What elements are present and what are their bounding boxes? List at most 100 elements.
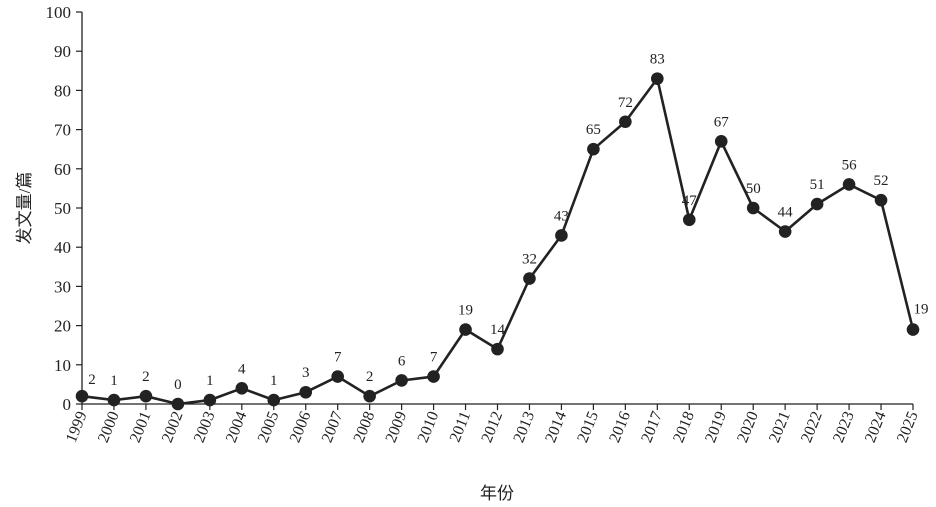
x-tick-label: 2002 (159, 409, 187, 445)
data-point (235, 382, 249, 395)
x-tick-label: 2011 (447, 409, 475, 444)
data-point (299, 385, 313, 399)
x-tick-label: 2023 (830, 409, 858, 445)
data-point (810, 197, 824, 211)
data-label: 65 (586, 122, 601, 138)
data-label: 7 (430, 350, 438, 366)
data-label: 67 (714, 114, 730, 130)
data-label: 6 (398, 353, 406, 369)
data-point (778, 225, 792, 238)
data-label: 2 (88, 372, 96, 388)
data-point (75, 389, 89, 403)
data-point (874, 193, 888, 207)
data-point (746, 201, 760, 215)
x-tick-label: 2020 (734, 409, 762, 445)
data-label: 44 (778, 205, 794, 221)
data-label: 3 (302, 365, 310, 381)
x-tick-label: 2000 (95, 409, 123, 445)
x-tick-label: 2024 (862, 409, 890, 445)
x-tick-label: 2013 (510, 409, 538, 445)
x-tick-label: 2015 (574, 409, 602, 445)
x-axis-title: 年份 (480, 484, 514, 503)
data-label: 0 (174, 377, 182, 393)
data-point (651, 72, 664, 85)
data-point (523, 272, 536, 285)
data-point (587, 142, 600, 156)
x-tick-label: 2007 (319, 409, 347, 445)
data-point (203, 393, 217, 407)
data-label: 7 (334, 350, 342, 366)
data-point (459, 323, 472, 336)
y-tick-label: 20 (54, 317, 71, 336)
data-point (107, 393, 121, 407)
data-label: 72 (618, 95, 633, 111)
x-tick-label: 2022 (798, 409, 826, 445)
data-label: 2 (366, 369, 374, 385)
x-tick-label: 2014 (542, 409, 570, 445)
data-point (555, 229, 568, 242)
data-label: 19 (458, 303, 473, 319)
y-tick-label: 30 (54, 277, 71, 296)
y-tick-label: 100 (46, 3, 72, 22)
data-point (427, 370, 440, 383)
x-tick-label: 2016 (606, 409, 634, 445)
data-label: 2 (142, 369, 150, 385)
data-label: 19 (914, 302, 929, 318)
x-tick-label: 2008 (351, 409, 379, 445)
data-point (619, 115, 632, 129)
data-label: 1 (110, 373, 118, 389)
data-label: 43 (554, 208, 569, 224)
data-point (331, 370, 344, 383)
x-tick-label: 2003 (191, 409, 219, 445)
data-label: 47 (682, 193, 698, 209)
y-tick-label: 0 (63, 395, 72, 414)
data-point (842, 178, 856, 191)
data-points (75, 72, 920, 411)
x-tick-label: 2010 (415, 409, 443, 445)
data-label: 52 (874, 173, 889, 189)
data-point (906, 323, 920, 336)
data-label: 56 (842, 157, 858, 173)
x-tick-label: 2012 (478, 409, 506, 445)
y-axis-title: 发文量/篇 (15, 172, 34, 245)
y-tick-label: 10 (54, 356, 71, 375)
data-point (363, 389, 376, 403)
data-label: 14 (490, 322, 506, 338)
x-axis: 1999 2000 2001 2002 2003 2004 2005 2006 2007 2008… (63, 403, 922, 445)
x-tick-label: 2018 (670, 409, 698, 445)
y-tick-label: 80 (54, 81, 71, 100)
data-label: 4 (238, 361, 246, 377)
x-tick-label: 2001 (127, 409, 155, 445)
x-tick-label: 2025 (894, 409, 922, 445)
x-tick-label: 2004 (223, 409, 251, 445)
data-label: 1 (270, 373, 278, 389)
data-point (682, 213, 696, 227)
x-tick-label: 2021 (766, 409, 794, 445)
data-label: 50 (746, 181, 761, 197)
data-label: 32 (522, 252, 537, 268)
data-label: 1 (206, 373, 214, 389)
y-tick-label: 60 (54, 160, 71, 179)
data-point (267, 393, 281, 407)
x-tick-label: 2005 (255, 409, 283, 445)
x-tick-label: 2006 (287, 409, 315, 445)
x-tick-label: 1999 (63, 409, 91, 445)
data-label: 83 (650, 52, 665, 68)
y-tick-label: 70 (54, 121, 71, 140)
data-label: 51 (810, 177, 825, 193)
data-point (171, 397, 185, 411)
y-axis: 0 10 20 30 40 50 60 70 80 90 100 (46, 3, 83, 414)
data-point (395, 374, 408, 387)
data-point (491, 342, 504, 356)
data-point (139, 389, 153, 403)
x-tick-label: 2019 (702, 409, 730, 445)
x-tick-label: 2009 (383, 409, 411, 445)
y-tick-label: 90 (54, 42, 71, 61)
x-tick-label: 2017 (638, 409, 666, 445)
y-tick-label: 50 (54, 199, 71, 218)
data-point (714, 135, 728, 148)
y-tick-label: 40 (54, 238, 71, 257)
